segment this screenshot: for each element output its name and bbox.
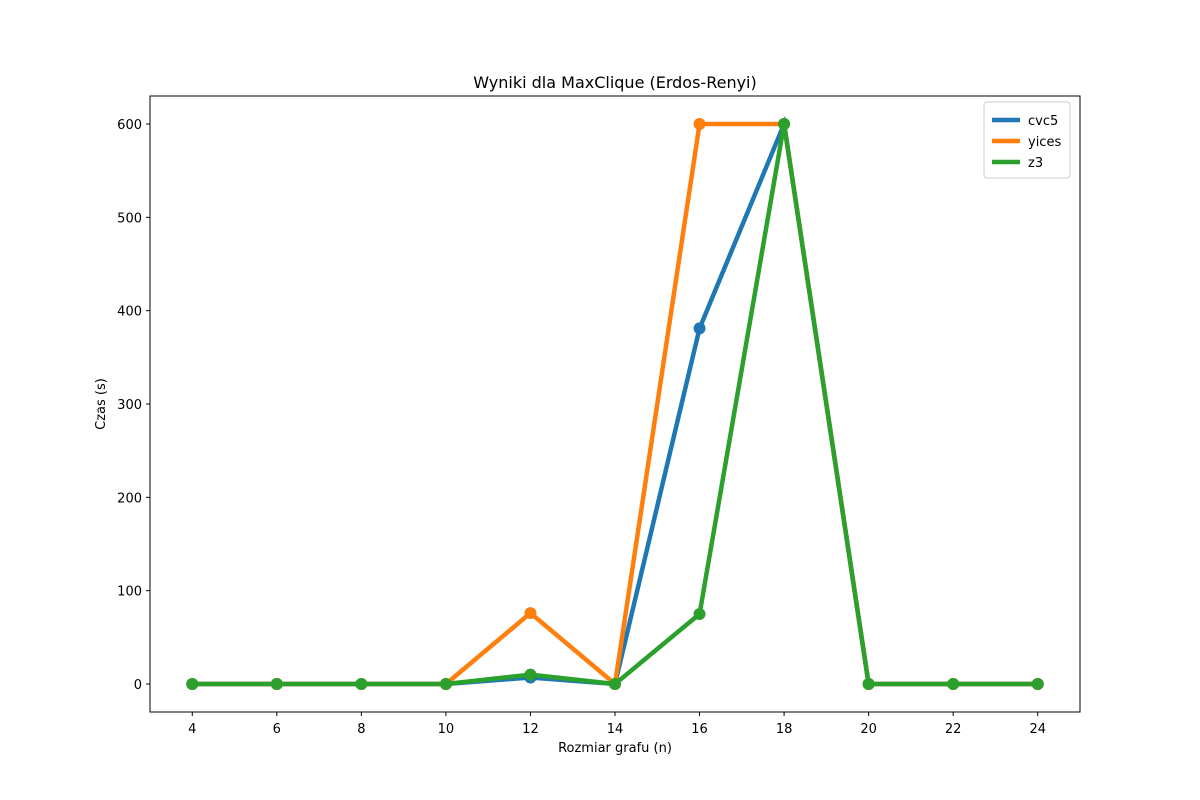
chart-title: Wyniki dla MaxClique (Erdos-Renyi) — [473, 73, 757, 92]
series-z3 — [186, 118, 1044, 690]
x-tick-label: 12 — [522, 722, 539, 737]
y-tick-label: 300 — [117, 398, 142, 413]
data-point-z3 — [1031, 678, 1044, 690]
legend-label-cvc5: cvc5 — [1028, 114, 1058, 129]
data-point-z3 — [693, 608, 706, 620]
legend-label-z3: z3 — [1028, 156, 1043, 171]
x-tick-label: 20 — [860, 722, 877, 737]
plot-frame — [149, 95, 1081, 713]
data-point-cvc5 — [693, 322, 706, 335]
data-point-z3 — [778, 118, 791, 130]
x-tick-label: 22 — [945, 722, 962, 737]
x-tick-label: 24 — [1029, 722, 1046, 737]
x-tick-label: 18 — [776, 722, 793, 737]
data-point-z3 — [355, 678, 368, 690]
legend: cvc5 yices z3 — [983, 101, 1071, 179]
y-axis: 0 100 200 300 400 500 600 — [117, 118, 150, 693]
x-tick-label: 10 — [438, 722, 455, 737]
x-axis: 4 6 8 10 12 14 16 18 20 22 24 — [188, 712, 1046, 737]
legend-label-yices: yices — [1028, 135, 1061, 150]
data-point-z3 — [439, 678, 452, 690]
data-point-yices — [524, 607, 537, 620]
y-tick-label: 500 — [117, 211, 142, 226]
y-tick-label: 100 — [117, 585, 142, 600]
data-point-yices — [693, 118, 706, 130]
x-tick-label: 14 — [607, 722, 624, 737]
data-point-z3 — [524, 668, 537, 681]
x-tick-label: 16 — [691, 722, 708, 737]
x-tick-label: 6 — [273, 722, 281, 737]
y-axis-label: Czas (s) — [94, 378, 109, 430]
x-tick-label: 4 — [188, 722, 196, 737]
y-tick-label: 600 — [117, 118, 142, 133]
data-point-z3 — [947, 678, 960, 690]
y-tick-label: 0 — [134, 678, 142, 693]
series-layer — [186, 115, 1044, 690]
x-tick-label: 8 — [357, 722, 365, 737]
y-tick-label: 400 — [117, 305, 142, 320]
x-axis-label: Rozmiar grafu (n) — [558, 741, 672, 756]
data-point-z3 — [862, 678, 875, 690]
data-point-z3 — [609, 678, 621, 690]
y-tick-label: 200 — [117, 491, 142, 506]
data-point-z3 — [270, 678, 283, 690]
data-point-z3 — [186, 678, 199, 690]
